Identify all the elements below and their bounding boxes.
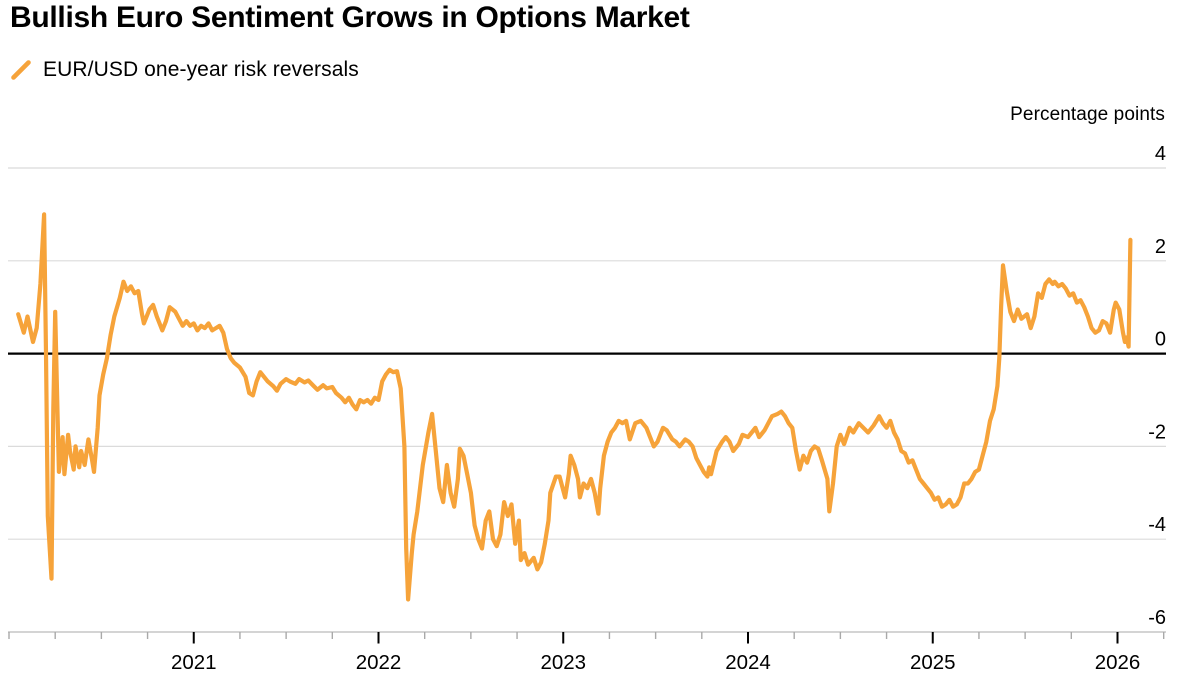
y-tick-label: 4 <box>1155 143 1166 165</box>
y-axis-labels: 4 2 0 -2 -4 -6 <box>1148 143 1166 629</box>
x-tick-label: 2024 <box>725 651 771 674</box>
legend: EUR/USD one-year risk reversals <box>10 58 359 82</box>
x-axis-labels: 2021 2022 2023 2024 2025 2026 <box>171 651 1140 674</box>
x-tick-label: 2022 <box>356 651 402 674</box>
series-line-icon <box>11 60 31 80</box>
legend-series-label: EUR/USD one-year risk reversals <box>43 58 359 81</box>
x-tick-label: 2023 <box>540 651 586 674</box>
x-tick-label: 2021 <box>171 651 217 674</box>
y-axis-unit-label: Percentage points <box>1010 104 1165 125</box>
y-tick-label: 0 <box>1155 329 1166 351</box>
gridlines <box>8 167 1166 633</box>
page-title: Bullish Euro Sentiment Grows in Options … <box>10 1 690 34</box>
x-tick-label: 2026 <box>1095 651 1141 674</box>
y-tick-label: -2 <box>1148 421 1166 443</box>
y-tick-label: -4 <box>1148 514 1166 536</box>
series-line <box>16 212 1133 602</box>
x-tick-label: 2025 <box>910 651 956 674</box>
y-tick-label: 2 <box>1155 236 1166 258</box>
x-axis-ticks <box>8 632 1165 644</box>
y-tick-label: -6 <box>1148 607 1166 629</box>
